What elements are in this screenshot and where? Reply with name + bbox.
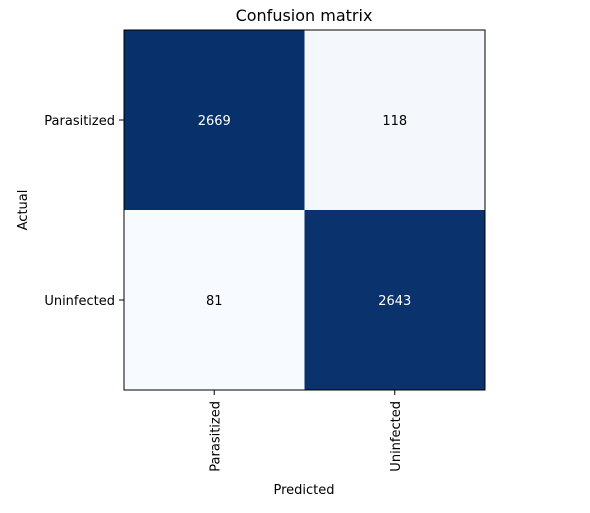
heatmap-cell-0-0 (124, 30, 305, 210)
heatmap-cells (124, 30, 485, 390)
cell-value-1-0: 81 (206, 294, 223, 309)
y-tick-label-0: Parasitized (44, 114, 115, 129)
x-axis-label: Predicted (273, 483, 334, 498)
cell-value-0-1: 118 (382, 114, 407, 129)
heatmap-cell-labels: 2669 118 81 2643 (198, 114, 412, 309)
y-tick-label-1: Uninfected (44, 294, 115, 309)
chart-title: Confusion matrix (236, 6, 373, 25)
heatmap-cell-1-1 (304, 210, 485, 390)
heatmap-cell-0-1 (304, 30, 485, 210)
cell-value-0-0: 2669 (198, 114, 231, 129)
x-tick-label-1: Uninfected (389, 401, 404, 472)
plot-frame (123, 29, 486, 391)
cell-value-1-1: 2643 (378, 294, 411, 309)
heatmap-cell-1-0 (124, 210, 305, 390)
y-axis-ticks: Parasitized Uninfected (44, 114, 124, 309)
x-axis-ticks: Parasitized Uninfected (208, 390, 404, 472)
y-axis-label: Actual (16, 190, 31, 231)
x-tick-label-0: Parasitized (208, 401, 223, 472)
